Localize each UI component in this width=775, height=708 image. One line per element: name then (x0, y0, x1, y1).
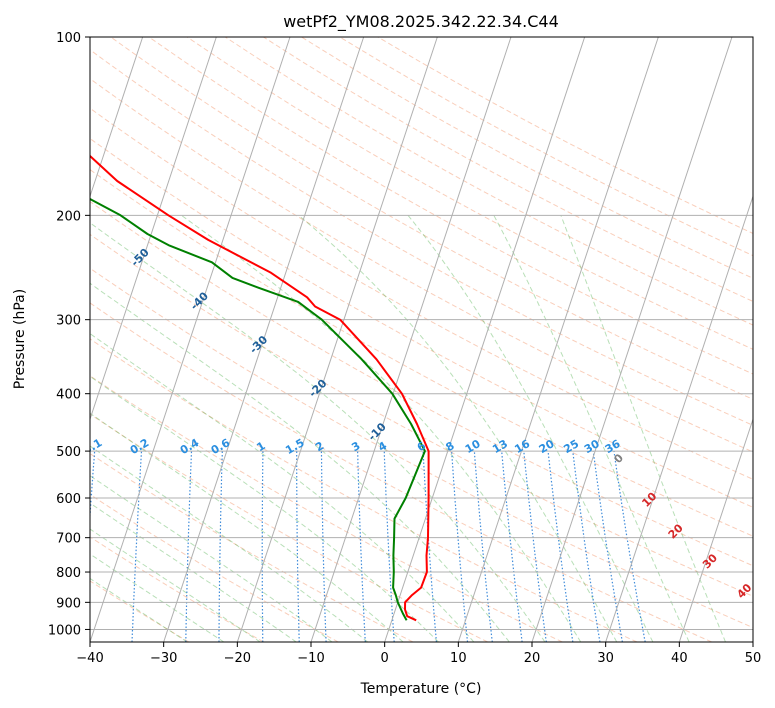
y-axis: 100 200 300 400 500 600 700 800 900 1000 (48, 31, 90, 638)
mixing-ratio-line (320, 451, 327, 642)
dry-adiabat (90, 137, 753, 508)
moist-adiabat (560, 215, 727, 642)
plot-frame (89, 36, 754, 643)
moist-adiabat (407, 214, 654, 642)
isotherm-gridline (90, 37, 144, 198)
mixing-ratio-line (296, 451, 300, 642)
dry-adiabat (90, 49, 753, 426)
y-tick-label: 800 (56, 566, 81, 581)
isotherm-gridline (310, 37, 512, 642)
chart-title: wetPf2_YM08.2025.342.22.34.C44 (283, 12, 559, 32)
x-tick-label: −20 (224, 651, 251, 666)
isotherm-gridline (605, 194, 753, 642)
mixing-ratio-line (422, 451, 437, 642)
moist-adiabat (90, 528, 261, 642)
moist-adiabat (90, 222, 546, 642)
dry-adiabat (110, 37, 753, 400)
dry-adiabat (90, 536, 264, 642)
y-tick-label: 400 (56, 388, 81, 403)
isotherm-gridline (384, 37, 586, 642)
y-tick-label: 700 (56, 532, 81, 547)
moist-adiabat (90, 282, 510, 642)
x-tick-label: 20 (524, 651, 541, 666)
dry-adiabat (90, 338, 638, 642)
dry-adiabat (90, 267, 753, 629)
dry-adiabat (224, 37, 753, 326)
y-tick-label: 900 (56, 596, 81, 611)
dry-adiabat (90, 580, 190, 642)
y-tick-label: 100 (56, 31, 81, 46)
mixing-ratio-line (90, 451, 96, 523)
y-tick-label: 600 (56, 492, 81, 507)
dry-adiabat (90, 302, 712, 642)
mixing-ratio-line (357, 451, 366, 642)
x-tick-label: 10 (450, 651, 467, 666)
x-axis: −40 −30 −20 −10 0 10 20 30 40 50 (76, 642, 761, 666)
isotherm-gridline (457, 37, 659, 642)
moist-adiabat (90, 445, 369, 642)
moist-adiabat (181, 214, 582, 642)
x-tick-label: 30 (597, 651, 614, 666)
mixing-ratio-line (473, 451, 493, 642)
y-tick-label: 1000 (48, 623, 81, 638)
x-tick-label: 50 (745, 651, 762, 666)
moist-adiabat (90, 553, 225, 642)
moist-adiabat (493, 215, 690, 642)
moist-adiabat (90, 412, 404, 642)
x-tick-label: −30 (150, 651, 177, 666)
plot-area: -100-90-80-70-60-50-40-30-20-100.10.20.4… (90, 37, 754, 642)
dry-adiabat (148, 37, 753, 375)
y-axis-label: Pressure (hPa) (12, 289, 28, 389)
mixing-ratio-line (261, 451, 264, 642)
y-tick-label: 500 (56, 445, 81, 460)
isotherm-gridline (90, 37, 217, 421)
grid-lines (90, 37, 753, 642)
y-tick-label: 300 (56, 314, 81, 329)
mixing-ratio-line (218, 451, 223, 642)
moist-adiabat-label: 40 (734, 581, 754, 601)
x-tick-label: 40 (671, 651, 688, 666)
mixing-ratio-line (185, 451, 193, 642)
x-axis-label: Temperature (°C) (360, 681, 482, 697)
isotherm-gridline (163, 37, 365, 642)
isotherm-gridline (678, 417, 753, 642)
x-tick-label: −10 (297, 651, 324, 666)
x-tick-label: 0 (381, 651, 389, 666)
isotherm-gridline (90, 37, 291, 642)
isotherm-gridline (531, 37, 733, 642)
dry-adiabat (90, 169, 753, 537)
isotherm-gridline (236, 37, 438, 642)
mixing-ratio-line (383, 451, 395, 642)
moist-adiabat (90, 333, 475, 642)
x-tick-label: −40 (76, 651, 103, 666)
dry-adiabat (186, 37, 753, 350)
moist-adiabat (90, 502, 297, 642)
moist-adiabat (90, 577, 188, 642)
moist-adiabat (298, 214, 618, 642)
mixing-ratio-line (451, 451, 469, 642)
dewpoint-profile-line (90, 197, 426, 621)
temperature-profile-line (90, 154, 430, 622)
sounding-profiles (90, 154, 430, 622)
y-tick-label: 200 (56, 209, 81, 224)
dry-adiabat (90, 413, 488, 642)
